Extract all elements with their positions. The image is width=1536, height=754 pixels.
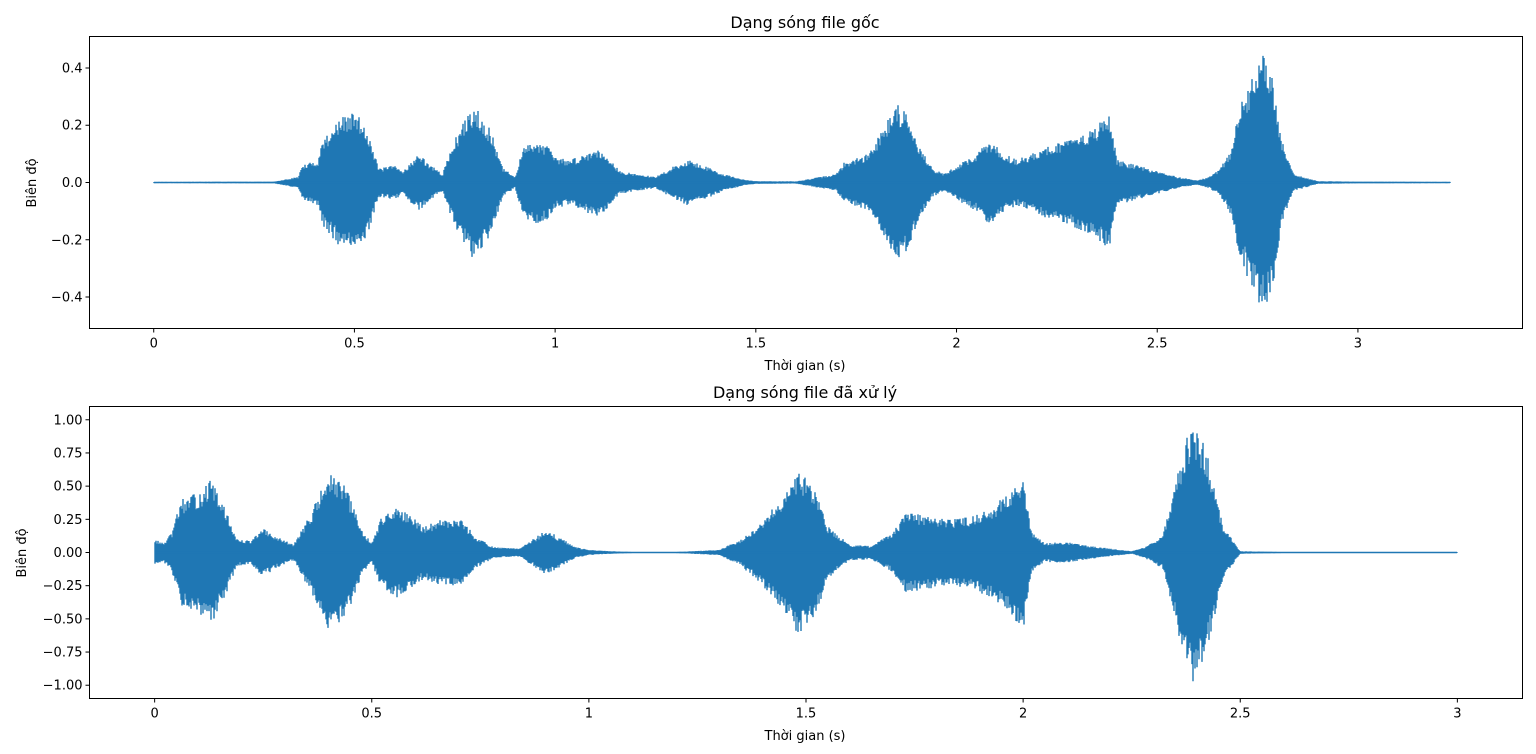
chart-original-y-tick-label: 0.4 xyxy=(62,61,83,76)
chart-original-y-tick-label: −0.4 xyxy=(51,291,83,306)
chart-original-y-tick-label: −0.2 xyxy=(51,233,83,248)
chart-original-x-tick-label: 1.5 xyxy=(745,337,766,352)
chart-processed-x-tick-label: 0 xyxy=(150,707,158,722)
chart-processed-x-tick-label: 3 xyxy=(1453,707,1461,722)
chart-original-x-tick-label: 0.5 xyxy=(344,337,365,352)
chart-processed-y-ticks: 1.00 0.75 0.50 0.25 0.00 −0.25 −0.50 −0.75 −1.00 xyxy=(43,413,90,694)
chart-processed-y-tick-label: −0.50 xyxy=(43,612,83,627)
chart-processed-plot-area xyxy=(154,432,1458,682)
chart-processed-y-tick-label: 1.00 xyxy=(54,413,83,428)
chart-original-x-tick-label: 3 xyxy=(1354,337,1362,352)
chart-processed-y-tick-label: −0.25 xyxy=(43,579,83,594)
chart-processed-title: Dạng sóng file đã xử lý xyxy=(713,383,897,402)
chart-processed-x-tick-label: 0.5 xyxy=(361,707,382,722)
chart-processed-y-tick-label: −0.75 xyxy=(43,646,83,661)
chart-original-y-axis-label: Biên độ xyxy=(25,158,40,207)
chart-original-waveform-series xyxy=(153,55,1451,303)
chart-original-plot-area xyxy=(153,55,1451,303)
chart-original-x-tick-label: 2 xyxy=(952,337,960,352)
chart-original-x-tick-label: 0 xyxy=(150,337,158,352)
chart-processed-x-tick-label: 2 xyxy=(1019,707,1027,722)
chart-processed-y-axis-label: Biên độ xyxy=(15,528,30,577)
chart-processed-waveform-series xyxy=(154,432,1458,682)
chart-processed-y-tick-label: −1.00 xyxy=(43,679,83,694)
chart-processed-x-tick-label: 1 xyxy=(585,707,593,722)
chart-original: Dạng sóng file gốc 0 0.5 1 1.5 2 2.5 3 0.40.20… xyxy=(25,13,1523,374)
chart-original-y-ticks: 0.4 0.2 0.0 −0.2 −0.4 xyxy=(51,61,90,306)
chart-processed-x-axis-label: Thời gian (s) xyxy=(764,729,846,744)
chart-original-y-tick-label: 0.2 xyxy=(62,119,83,134)
chart-processed-y-tick-label: 0.25 xyxy=(54,513,83,528)
chart-original-title: Dạng sóng file gốc xyxy=(730,13,879,32)
chart-original-y-tick-label: 0.0 xyxy=(62,176,83,191)
chart-original-x-axis-label: Thời gian (s) xyxy=(764,359,846,374)
chart-processed-y-tick-label: 0.50 xyxy=(54,480,83,495)
chart-original-x-tick-label: 1 xyxy=(551,337,559,352)
chart-processed-y-tick-label: 0.00 xyxy=(54,546,83,561)
chart-processed: Dạng sóng file đã xử lý 0 0.5 1 1.5 2 2.5 3 1.… xyxy=(15,383,1523,744)
chart-original-x-tick-label: 2.5 xyxy=(1147,337,1168,352)
chart-processed-x-tick-label: 2.5 xyxy=(1230,707,1251,722)
chart-original-x-ticks: 0 0.5 1 1.5 2 2.5 3 xyxy=(150,328,1362,352)
chart-processed-x-ticks: 0 0.5 1 1.5 2 2.5 3 xyxy=(150,698,1462,722)
chart-processed-x-tick-label: 1.5 xyxy=(796,707,817,722)
chart-processed-y-tick-label: 0.75 xyxy=(54,446,83,461)
